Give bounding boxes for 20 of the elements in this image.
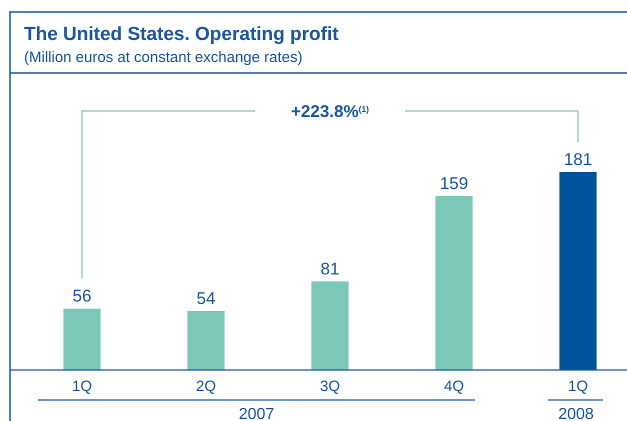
data-label: 159: [440, 174, 468, 194]
data-label: 181: [564, 150, 592, 169]
bar: [63, 308, 101, 370]
data-label: 56: [72, 286, 92, 306]
text: +223.8%$^{(1)}$: [291, 102, 370, 121]
bar: [311, 281, 349, 370]
x-tick-label: 2Q: [196, 378, 216, 395]
chart-title: The United States. Operating profit: [24, 24, 340, 45]
text: 2007: [238, 406, 274, 421]
data-label: 81: [320, 259, 340, 278]
x-tick-label: 1Q: [568, 378, 588, 395]
x-tick-label: 4Q: [444, 378, 464, 395]
text: 2008: [558, 406, 594, 421]
data-label: 54: [196, 288, 216, 308]
bar: [435, 196, 473, 370]
x-tick-label: 1Q: [72, 378, 92, 395]
bar: [187, 310, 225, 370]
chart-subtitle: (Million euros at constant exchange rates): [24, 49, 302, 66]
x-tick-label: 3Q: [320, 378, 340, 395]
bar: [559, 172, 597, 370]
